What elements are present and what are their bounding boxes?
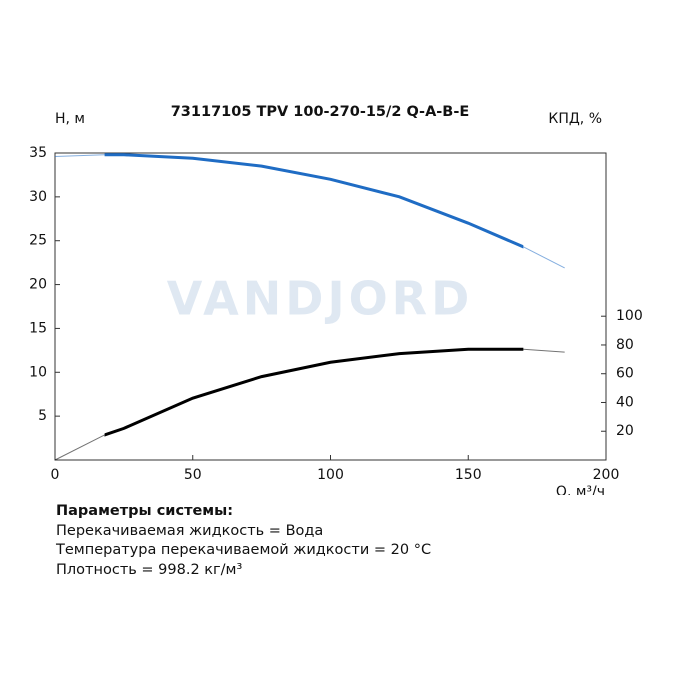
y-tick-label: 25 (29, 233, 47, 249)
y2-tick-label: 20 (616, 423, 634, 439)
params-line: Перекачиваемая жидкость = Вода (56, 522, 324, 539)
x-tick-label: 0 (51, 467, 60, 483)
y2-tick-label: 80 (616, 337, 634, 353)
y2-tick-label: 100 (616, 308, 643, 324)
params: Параметры системы: Перекачиваемая жидкос… (56, 502, 431, 580)
y-tick-label: 15 (29, 320, 47, 336)
chart: 73117105 TPV 100-270-15/2 Q-A-B-E H, м К… (29, 104, 643, 495)
y-tick-label: 10 (29, 364, 47, 380)
x-axis-label: Q, м³/ч (556, 484, 605, 495)
y2-tick-label: 60 (616, 366, 634, 382)
y2-tick-label: 40 (616, 394, 634, 410)
x-tick-label: 200 (593, 467, 620, 483)
x-tick-label: 150 (455, 467, 482, 483)
y-tick-label: 30 (29, 189, 47, 205)
y-tick-label: 20 (29, 277, 47, 293)
params-line: Температура перекачиваемой жидкости = 20… (56, 542, 432, 558)
curve (54, 154, 565, 269)
curve-working (104, 153, 524, 249)
chart-title: 73117105 TPV 100-270-15/2 Q-A-B-E (171, 104, 470, 120)
y2-axis-label: КПД, % (548, 111, 602, 127)
x-tick-label: 50 (184, 467, 202, 483)
y-tick-label: 5 (38, 408, 47, 424)
params-line: Плотность = 998.2 кг/м³ (56, 561, 243, 578)
y-axis-label: H, м (55, 111, 85, 127)
curve-working (104, 347, 524, 437)
params-heading: Параметры системы: (56, 503, 234, 519)
y-tick-label: 35 (29, 145, 47, 161)
x-tick-label: 100 (317, 467, 344, 483)
watermark: VANDJORD (167, 272, 474, 326)
